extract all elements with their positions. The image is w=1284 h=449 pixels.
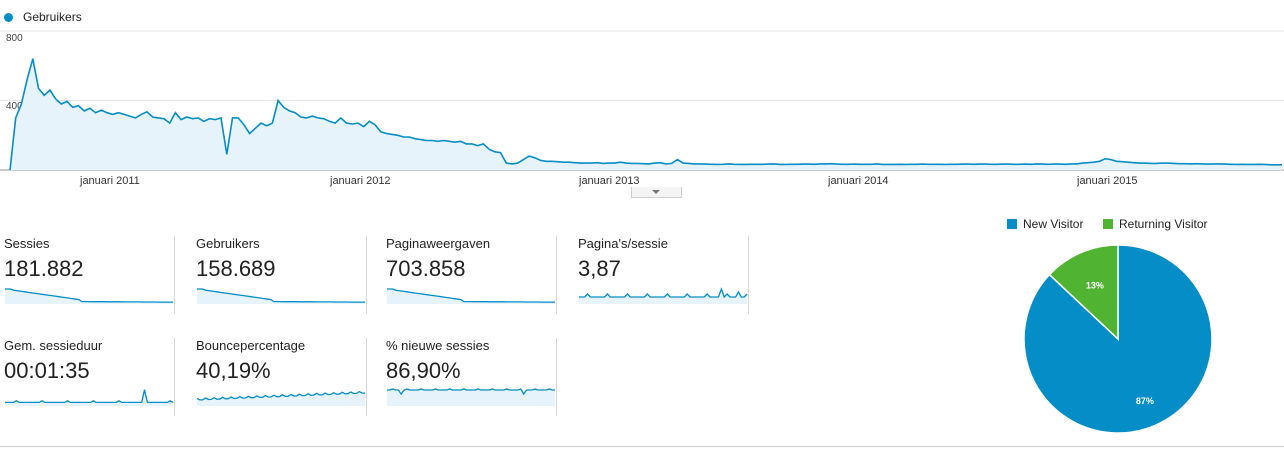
sparkline	[579, 287, 748, 304]
x-tick-label: januari 2014	[828, 175, 889, 187]
sparkline-line	[197, 288, 365, 303]
visitor-pie-chart[interactable]: 87% 13%	[1010, 244, 1226, 438]
sparkline	[387, 288, 555, 304]
divider	[174, 236, 175, 314]
metric-label: Pagina's/sessie	[578, 236, 668, 251]
metric-gem-sessieduur[interactable]: Gem. sessieduur 00:01:35	[0, 338, 175, 418]
y-tick-label: 400	[6, 101, 23, 112]
sparkline-line	[5, 389, 174, 404]
sparkline-area	[197, 289, 365, 304]
sparkline-area	[5, 389, 173, 406]
metric-label: % nieuwe sessies	[386, 338, 490, 353]
legend-series-label: Gebruikers	[23, 10, 82, 24]
sparkline-line	[579, 287, 748, 299]
chart-collapse-handle[interactable]	[631, 187, 682, 198]
y-tick-label: 800	[6, 33, 23, 44]
x-tick-label: januari 2012	[330, 175, 391, 187]
metric-value: 3,87	[578, 256, 621, 281]
pie-legend-returning[interactable]: Returning Visitor	[1103, 217, 1208, 231]
sparkline-line	[196, 390, 366, 401]
sparkline-line	[5, 288, 173, 303]
sparkline-area	[579, 289, 747, 304]
metric-value: 00:01:35	[4, 358, 90, 383]
metric-value: 86,90%	[386, 358, 461, 383]
legend-label: Returning Visitor	[1119, 217, 1208, 231]
metric-nieuwe-sessies[interactable]: % nieuwe sessies 86,90%	[382, 338, 557, 418]
metric-paginaweergaven[interactable]: Paginaweergaven 703.858	[382, 236, 557, 316]
metric-label: Gem. sessieduur	[4, 338, 103, 353]
divider	[0, 446, 1284, 447]
pie-slice[interactable]	[1048, 244, 1119, 341]
metric-label: Bouncepercentage	[196, 338, 306, 353]
divider	[556, 236, 557, 314]
metric-label: Sessies	[4, 236, 50, 251]
metric-value: 181.882	[4, 256, 84, 281]
pie-legend-new[interactable]: New Visitor	[1007, 217, 1083, 231]
metric-label: Gebruikers	[196, 236, 260, 251]
metric-value: 703.858	[386, 256, 466, 281]
series-line	[9, 58, 1282, 171]
sparkline	[387, 388, 555, 406]
chart-legend[interactable]: Gebruikers	[4, 9, 82, 25]
chevron-down-icon	[652, 190, 660, 194]
series-dot-icon	[4, 12, 13, 22]
sparkline	[5, 288, 173, 304]
series-area	[10, 58, 1282, 170]
metric-bouncepercentage[interactable]: Bouncepercentage 40,19%	[192, 338, 367, 418]
sparkline	[5, 389, 174, 406]
sparkline	[196, 390, 366, 406]
legend-swatch-icon	[1103, 219, 1113, 229]
x-tick-label: januari 2013	[579, 175, 640, 187]
sparkline-area	[387, 389, 555, 406]
x-tick-label: januari 2011	[80, 175, 140, 187]
sparkline-area	[387, 289, 555, 304]
divider	[174, 338, 175, 416]
pie-slice-label: 87%	[1136, 396, 1154, 406]
sparkline-line	[387, 288, 555, 303]
metric-value: 40,19%	[196, 358, 271, 383]
metric-gebruikers[interactable]: Gebruikers 158.689	[192, 236, 367, 316]
sparkline-area	[5, 289, 173, 304]
sparkline-line	[387, 388, 555, 396]
divider	[748, 236, 749, 314]
metric-label: Paginaweergaven	[386, 236, 491, 251]
users-area-chart[interactable]	[0, 28, 1284, 174]
sparkline-area	[197, 391, 365, 406]
metric-value: 158.689	[196, 256, 276, 281]
divider	[366, 338, 367, 416]
metric-paginas-per-sessie[interactable]: Pagina's/sessie 3,87	[574, 236, 749, 316]
divider	[366, 236, 367, 314]
pie-slice-label: 13%	[1086, 281, 1104, 291]
sparkline	[197, 288, 365, 304]
x-tick-label: januari 2015	[1077, 175, 1138, 187]
legend-swatch-icon	[1007, 219, 1017, 229]
legend-label: New Visitor	[1023, 217, 1084, 231]
divider	[556, 338, 557, 416]
metric-sessies[interactable]: Sessies 181.882	[0, 236, 175, 316]
